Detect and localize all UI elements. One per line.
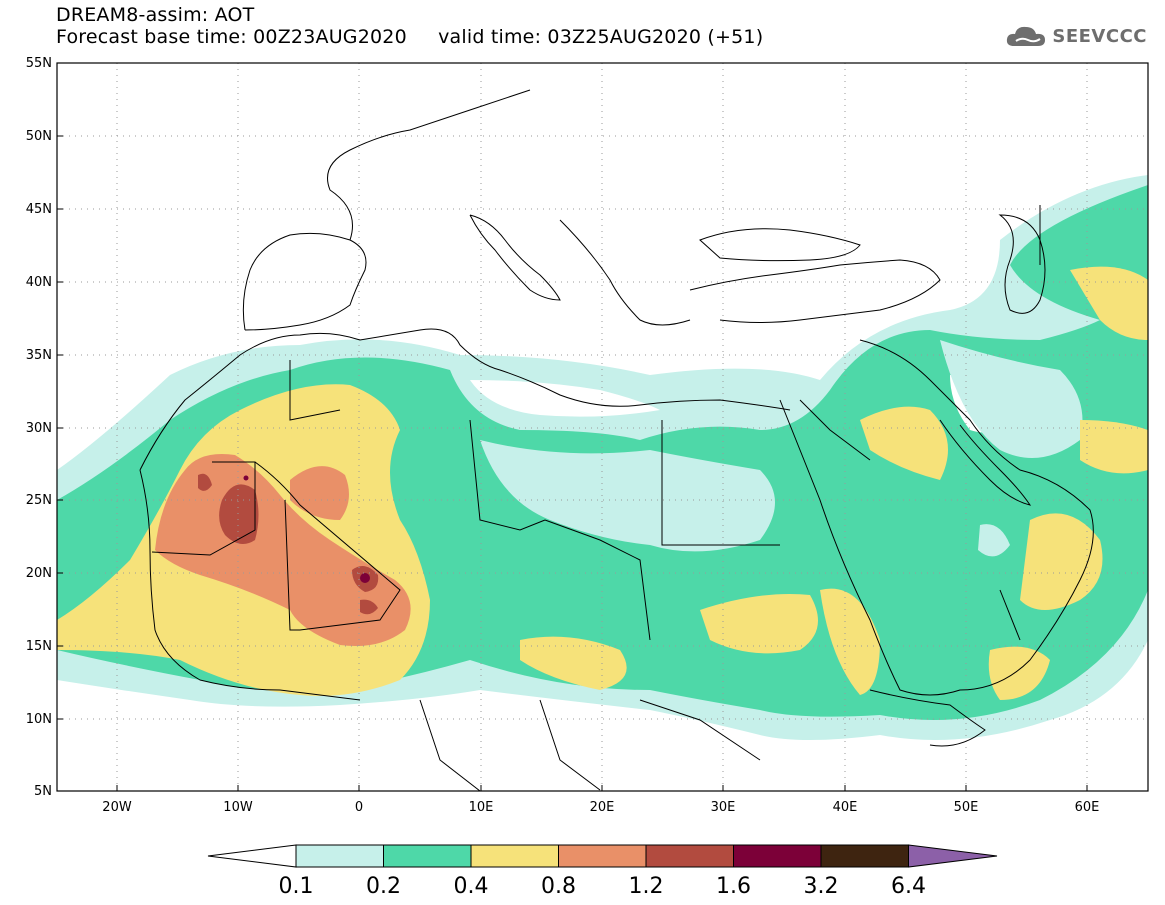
lon-label-0: 0 xyxy=(355,800,363,815)
time-info: Forecast base time: 00Z23AUG2020 valid t… xyxy=(56,26,763,48)
cloud-icon xyxy=(1007,26,1046,46)
colorbar xyxy=(207,844,998,868)
lon-label-30e: 30E xyxy=(711,800,736,815)
lat-label-10n: 10N xyxy=(26,712,52,727)
colorbar-segment-0.4-0.8 xyxy=(470,844,559,868)
aot-field xyxy=(57,175,1148,740)
lat-label-25n: 25N xyxy=(26,493,52,508)
aot-band-1.6-3.2 xyxy=(243,475,370,583)
lon-label-40e: 40E xyxy=(833,800,858,815)
map-title-block: DREAM8-assim: AOT Forecast base time: 00… xyxy=(56,4,763,48)
lon-label-10w: 10W xyxy=(223,800,253,815)
aot-band-0.8-1.2 xyxy=(155,454,411,646)
colorbar-label-0.1: 0.1 xyxy=(279,874,314,899)
lat-label-20n: 20N xyxy=(26,566,52,581)
colorbar-label-3.2: 3.2 xyxy=(804,874,839,899)
lat-labels: 55N 50N 45N 40N 35N 30N 25N 20N 15N 10N … xyxy=(26,56,52,799)
colorbar-label-0.4: 0.4 xyxy=(454,874,489,899)
lat-label-5n: 5N xyxy=(34,784,52,799)
colorbar-segment-0.1-0.2 xyxy=(295,844,384,868)
lon-label-60e: 60E xyxy=(1075,800,1100,815)
lon-label-50e: 50E xyxy=(954,800,979,815)
logo-text: SEEVCCC xyxy=(1052,25,1147,47)
colorbar-labels: 0.1 0.2 0.4 0.8 1.2 1.6 3.2 6.4 xyxy=(279,874,927,899)
lon-label-10e: 10E xyxy=(469,800,494,815)
lat-label-35n: 35N xyxy=(26,348,52,363)
aot-pockets-0.1-0.2 xyxy=(480,340,1083,557)
product-title: DREAM8-assim: AOT xyxy=(56,4,255,26)
lat-label-30n: 30N xyxy=(26,421,52,436)
map-grid xyxy=(57,63,1148,791)
colorbar-segment-0.2-0.4 xyxy=(383,844,472,868)
lat-label-50n: 50N xyxy=(26,129,52,144)
colorbar-label-6.4: 6.4 xyxy=(891,874,926,899)
colorbar-label-0.8: 0.8 xyxy=(541,874,576,899)
lon-label-20w: 20W xyxy=(102,800,132,815)
lon-labels: 20W 10W 0 10E 20E 30E 40E 50E 60E xyxy=(102,800,1099,815)
lon-label-20e: 20E xyxy=(590,800,615,815)
coastlines-borders xyxy=(139,89,1094,791)
colorbar-segment-1.2-1.6 xyxy=(645,844,734,868)
lat-label-15n: 15N xyxy=(26,639,52,654)
colorbar-segment-3.2-6.4 xyxy=(820,844,909,868)
colorbar-label-1.2: 1.2 xyxy=(629,874,664,899)
colorbar-segment-above-6.4 xyxy=(908,844,998,868)
lat-label-55n: 55N xyxy=(26,56,52,71)
forecast-base-time: Forecast base time: 00Z23AUG2020 xyxy=(56,26,407,48)
colorbar-segment-below-0.1 xyxy=(207,844,297,868)
valid-time: valid time: 03Z25AUG2020 (+51) xyxy=(438,26,764,48)
colorbar-label-1.6: 1.6 xyxy=(716,874,751,899)
lat-label-45n: 45N xyxy=(26,202,52,217)
colorbar-segment-0.8-1.2 xyxy=(558,844,647,868)
seevccc-logo: SEEVCCC xyxy=(1004,22,1147,50)
axis-ticks xyxy=(57,62,1088,792)
colorbar-segment-1.6-3.2 xyxy=(733,844,822,868)
colorbar-label-0.2: 0.2 xyxy=(366,874,401,899)
lat-label-40n: 40N xyxy=(26,275,52,290)
